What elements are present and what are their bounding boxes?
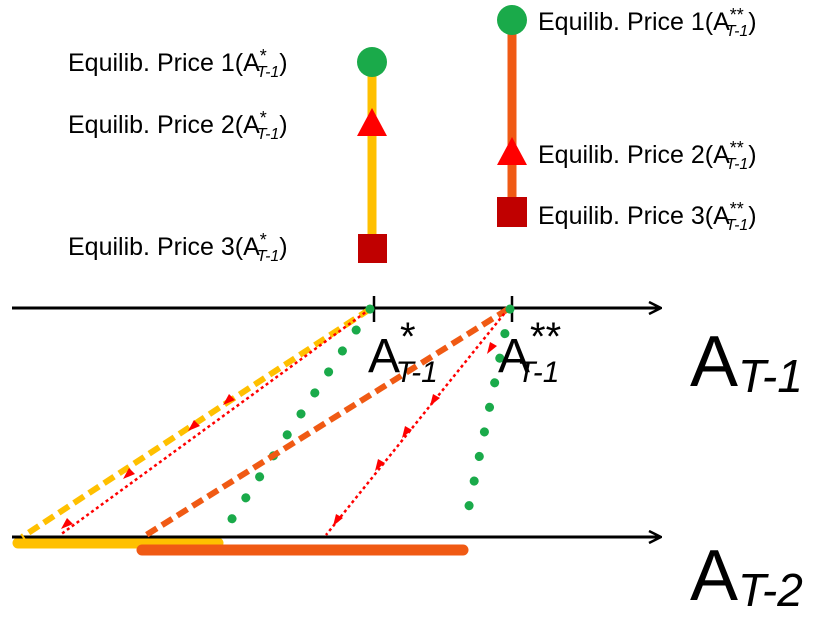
mapping-red-dotted-double-star xyxy=(325,308,509,536)
red-arrowhead xyxy=(188,420,200,431)
legend-right: Equilib. Price 1(A** T-1) Equilib. Price … xyxy=(497,5,757,234)
red-arrowhead xyxy=(123,468,135,479)
mapping-green-dotted-star xyxy=(217,304,375,539)
axis-label-t-2: AT-2 xyxy=(690,536,803,616)
price1-marker-circle xyxy=(357,47,387,77)
red-arrowhead xyxy=(333,514,343,526)
red-arrowheads xyxy=(61,342,497,529)
price3-marker-square xyxy=(358,234,387,263)
red-arrowhead xyxy=(375,459,385,471)
label-a-double-star: A** T-1 xyxy=(498,315,561,389)
red-arrowhead xyxy=(487,342,497,354)
legend-right-price3-label: Equilib. Price 3(A** T-1) xyxy=(538,199,757,234)
price1-double-star-marker-circle xyxy=(497,5,527,35)
mapping-red-dotted-star xyxy=(59,307,371,537)
mapping-from-a-double-star xyxy=(141,304,515,540)
legend-right-price2-label: Equilib. Price 2(A** T-1) xyxy=(538,138,757,173)
red-arrowhead xyxy=(223,394,235,405)
red-arrowhead xyxy=(430,394,440,406)
label-a-star: A* T-1 xyxy=(368,315,438,389)
legend-right-price1-label: Equilib. Price 1(A** T-1) xyxy=(538,5,757,40)
red-arrowhead xyxy=(402,426,412,438)
price3-double-star-marker-square xyxy=(497,197,527,227)
red-arrowhead xyxy=(61,518,73,529)
axis-label-t-1: AT-1 xyxy=(690,322,803,402)
legend-left-price1-label: Equilib. Price 1(A* T-1) xyxy=(68,46,288,81)
legend-left-price3-label: Equilib. Price 3(A* T-1) xyxy=(68,230,288,265)
price2-marker-triangle xyxy=(357,108,387,136)
legend-left-price2-label: Equilib. Price 2(A* T-1) xyxy=(68,108,288,143)
price2-double-star-marker-triangle xyxy=(497,137,527,165)
legend-left: Equilib. Price 1(A* T-1) Equilib. Price 2… xyxy=(68,46,387,265)
